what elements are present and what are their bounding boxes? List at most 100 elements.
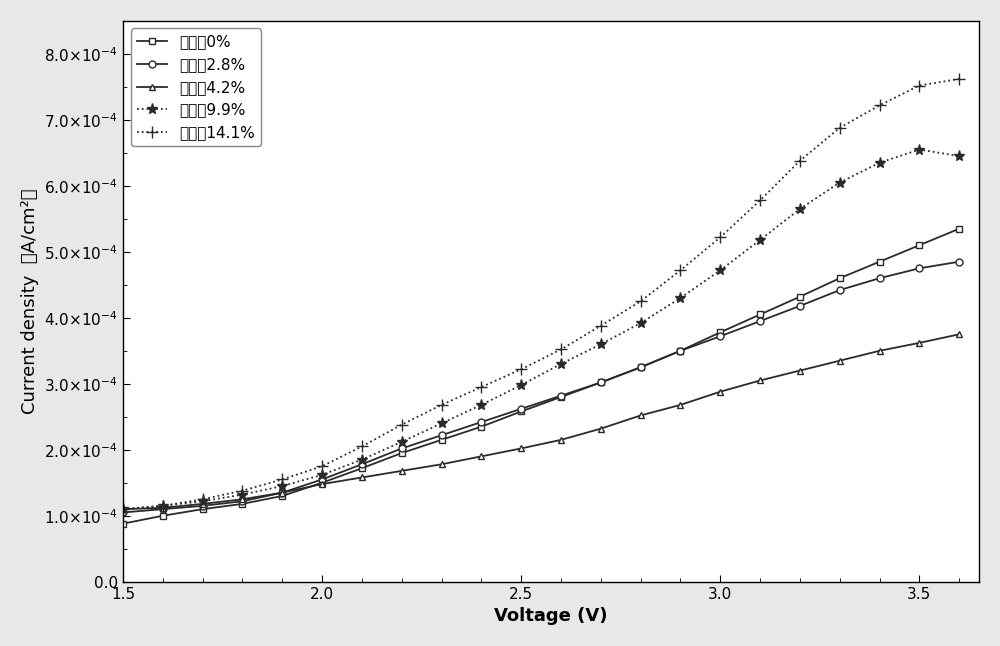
拉伸率14.1% (276, 475, 288, 483)
拉伸率9.9% (754, 236, 766, 244)
拉伸率14.1% (754, 196, 766, 204)
拉伸率9.9% (475, 401, 487, 409)
Line: 拉伸率2.8%: 拉伸率2.8% (119, 258, 963, 516)
拉伸率0% (157, 512, 169, 519)
拉伸率14.1% (396, 421, 408, 428)
拉伸率9.9% (396, 438, 408, 446)
拉伸率0% (555, 393, 567, 401)
拉伸率2.8% (953, 258, 965, 266)
拉伸率14.1% (913, 81, 925, 89)
拉伸率2.8% (236, 497, 248, 505)
拉伸率0% (436, 436, 448, 444)
拉伸率4.2% (555, 436, 567, 444)
拉伸率4.2% (953, 330, 965, 338)
拉伸率0% (236, 500, 248, 508)
拉伸率14.1% (515, 366, 527, 373)
拉伸率9.9% (157, 502, 169, 510)
拉伸率14.1% (794, 157, 806, 165)
拉伸率4.2% (356, 474, 368, 481)
拉伸率9.9% (236, 491, 248, 499)
拉伸率0% (475, 422, 487, 430)
拉伸率9.9% (834, 179, 846, 187)
拉伸率2.8% (157, 505, 169, 513)
拉伸率14.1% (117, 505, 129, 513)
拉伸率4.2% (874, 347, 886, 355)
拉伸率14.1% (674, 266, 686, 274)
Line: 拉伸率14.1%: 拉伸率14.1% (117, 74, 965, 515)
拉伸率14.1% (236, 487, 248, 495)
拉伸率4.2% (157, 504, 169, 512)
拉伸率9.9% (515, 381, 527, 389)
拉伸率0% (953, 225, 965, 233)
拉伸率2.8% (794, 302, 806, 310)
拉伸率4.2% (714, 388, 726, 395)
拉伸率9.9% (436, 419, 448, 427)
拉伸率14.1% (953, 75, 965, 83)
拉伸率14.1% (197, 495, 209, 503)
拉伸率0% (794, 293, 806, 300)
Line: 拉伸率0%: 拉伸率0% (119, 225, 963, 527)
拉伸率0% (276, 492, 288, 500)
拉伸率9.9% (316, 471, 328, 479)
拉伸率2.8% (714, 333, 726, 340)
拉伸率2.8% (117, 508, 129, 516)
拉伸率0% (595, 379, 607, 386)
拉伸率14.1% (834, 124, 846, 132)
拉伸率2.8% (635, 364, 647, 371)
拉伸率2.8% (874, 275, 886, 282)
拉伸率14.1% (635, 297, 647, 305)
拉伸率2.8% (834, 286, 846, 294)
拉伸率14.1% (595, 322, 607, 329)
拉伸率0% (635, 364, 647, 371)
拉伸率4.2% (913, 339, 925, 347)
拉伸率0% (117, 520, 129, 528)
拉伸率0% (396, 449, 408, 457)
拉伸率2.8% (316, 475, 328, 483)
拉伸率9.9% (117, 505, 129, 513)
拉伸率0% (674, 347, 686, 355)
Line: 拉伸率9.9%: 拉伸率9.9% (117, 144, 965, 515)
拉伸率14.1% (475, 383, 487, 391)
拉伸率9.9% (595, 340, 607, 348)
拉伸率9.9% (555, 360, 567, 368)
Y-axis label: Current density  （A/cm²）: Current density （A/cm²） (21, 189, 39, 414)
拉伸率4.2% (515, 444, 527, 452)
拉伸率2.8% (197, 502, 209, 510)
拉伸率4.2% (834, 357, 846, 364)
拉伸率9.9% (356, 456, 368, 464)
Legend: 拉伸率0%, 拉伸率2.8%, 拉伸率4.2%, 拉伸率9.9%, 拉伸率14.1%: 拉伸率0%, 拉伸率2.8%, 拉伸率4.2%, 拉伸率9.9%, 拉伸率14.… (131, 28, 261, 146)
拉伸率0% (834, 275, 846, 282)
拉伸率4.2% (316, 480, 328, 488)
拉伸率4.2% (475, 452, 487, 460)
拉伸率2.8% (674, 347, 686, 355)
拉伸率4.2% (674, 401, 686, 409)
Line: 拉伸率4.2%: 拉伸率4.2% (119, 331, 963, 513)
拉伸率2.8% (396, 444, 408, 452)
拉伸率9.9% (874, 159, 886, 167)
拉伸率14.1% (555, 346, 567, 353)
拉伸率0% (714, 328, 726, 336)
拉伸率4.2% (635, 412, 647, 419)
拉伸率2.8% (356, 461, 368, 468)
拉伸率9.9% (913, 145, 925, 153)
拉伸率4.2% (236, 495, 248, 503)
拉伸率9.9% (794, 205, 806, 213)
拉伸率9.9% (276, 482, 288, 490)
拉伸率14.1% (436, 401, 448, 409)
拉伸率4.2% (396, 467, 408, 475)
拉伸率9.9% (714, 266, 726, 274)
拉伸率2.8% (515, 405, 527, 413)
拉伸率14.1% (874, 101, 886, 109)
X-axis label: Voltage (V): Voltage (V) (494, 607, 608, 625)
拉伸率9.9% (197, 497, 209, 505)
拉伸率14.1% (714, 233, 726, 241)
拉伸率0% (515, 408, 527, 415)
拉伸率0% (356, 464, 368, 472)
拉伸率9.9% (953, 152, 965, 160)
拉伸率4.2% (197, 500, 209, 508)
拉伸率14.1% (356, 443, 368, 450)
拉伸率4.2% (276, 489, 288, 497)
拉伸率0% (316, 479, 328, 486)
拉伸率0% (754, 311, 766, 318)
拉伸率2.8% (276, 489, 288, 497)
